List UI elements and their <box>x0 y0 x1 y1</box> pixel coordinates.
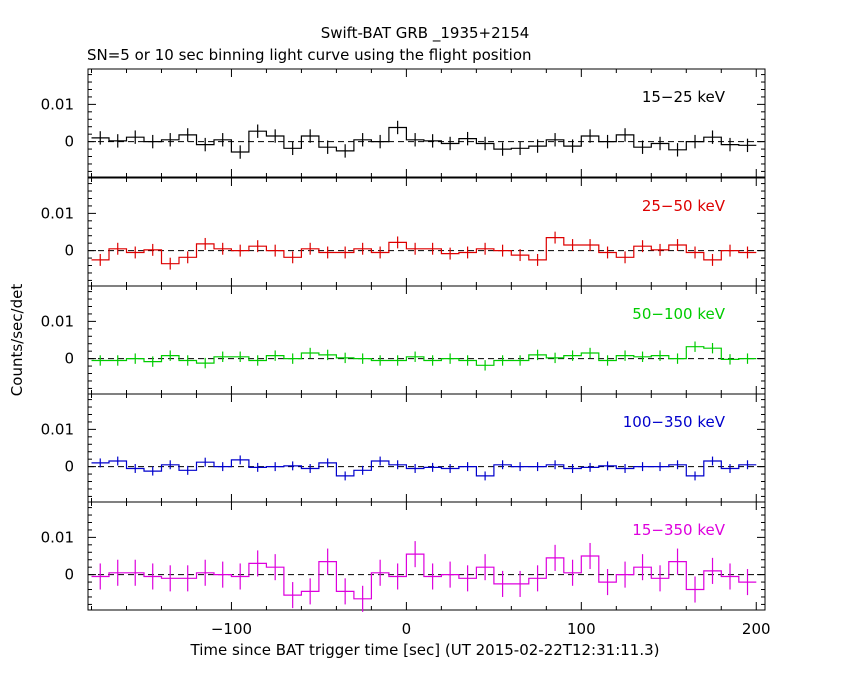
y-tick-label: 0.01 <box>41 312 74 330</box>
x-tick-label: 100 <box>567 620 596 638</box>
panel-1: 0 0.01 15−25 keV <box>41 68 766 178</box>
panel-frame <box>87 501 766 611</box>
y-tick-label: 0.01 <box>41 204 74 222</box>
panel-3: 0 0.01 50−100 keV <box>41 285 766 395</box>
panel-4: 0 0.01 100−350 keV <box>41 393 766 503</box>
panel-2: 0 0.01 25−50 keV <box>41 177 766 287</box>
chart-title: Swift-BAT GRB _1935+2154 <box>321 24 530 43</box>
y-tick-label: 0 <box>64 242 74 260</box>
y-tick-label: 0.01 <box>41 420 74 438</box>
chart-subtitle: SN=5 or 10 sec binning light curve using… <box>87 46 532 64</box>
y-tick-label: 0.01 <box>41 95 74 113</box>
energy-band-label: 100−350 keV <box>623 413 726 431</box>
x-axis-label: Time since BAT trigger time [sec] (UT 20… <box>190 641 660 659</box>
series-step-line <box>91 553 757 600</box>
y-tick-label: 0.01 <box>41 528 74 546</box>
y-tick-label: 0 <box>64 133 74 151</box>
panel-5: 0 0.01 15−350 keV −100 0 100 200 <box>41 501 771 638</box>
y-tick-label: 0 <box>64 458 74 476</box>
y-tick-label: 0 <box>64 566 74 584</box>
energy-band-label: 50−100 keV <box>632 305 725 323</box>
panel-frame <box>87 68 766 178</box>
x-tick-label: 0 <box>402 620 412 638</box>
energy-band-label: 15−25 keV <box>642 88 726 106</box>
energy-band-label: 15−350 keV <box>632 521 725 539</box>
x-tick-label: −100 <box>211 620 252 638</box>
y-tick-label: 0 <box>64 350 74 368</box>
x-tick-label: 200 <box>742 620 771 638</box>
energy-band-label: 25−50 keV <box>642 197 726 215</box>
y-axis-label: Counts/sec/det <box>8 284 26 397</box>
series-step-line <box>91 237 757 265</box>
